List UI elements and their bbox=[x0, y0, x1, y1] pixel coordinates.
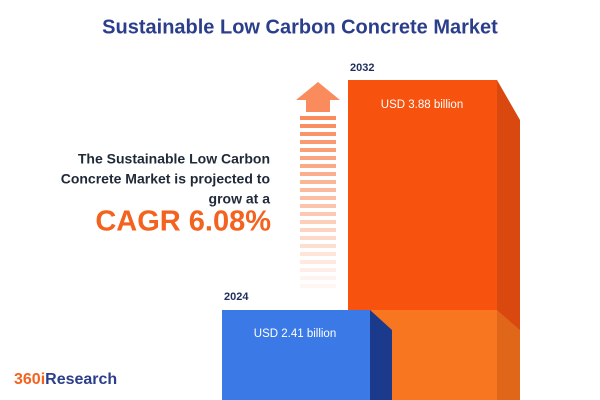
bar-label: USD 2.41 billion bbox=[254, 328, 336, 340]
arrow-stripe bbox=[300, 212, 336, 216]
description-line: grow at a bbox=[209, 191, 271, 207]
arrow-stripe bbox=[300, 188, 336, 192]
arrow-stripe bbox=[300, 204, 336, 208]
arrow-stripe bbox=[300, 180, 336, 184]
description-line: Concrete Market is projected to bbox=[61, 171, 270, 187]
arrow-stripe bbox=[300, 196, 336, 200]
arrow-stripe bbox=[300, 276, 336, 280]
arrow-stripe bbox=[300, 236, 336, 240]
arrow-stripe bbox=[300, 284, 336, 288]
arrow-stripe bbox=[300, 244, 336, 248]
title: Sustainable Low Carbon Concrete Market bbox=[102, 16, 498, 38]
bar-year: 2032 bbox=[350, 62, 374, 74]
bar-label: USD 3.88 billion bbox=[381, 99, 463, 111]
arrow-stripe bbox=[300, 164, 336, 168]
description-line: The Sustainable Low Carbon bbox=[78, 151, 270, 167]
arrow-stripe bbox=[300, 148, 336, 152]
arrow-stripe bbox=[300, 268, 336, 272]
bar-2024 bbox=[222, 310, 392, 400]
arrow-stripe bbox=[300, 124, 336, 128]
arrow-stripe bbox=[300, 172, 336, 176]
arrow-stripe bbox=[300, 260, 336, 264]
brand: 360iResearch bbox=[14, 371, 117, 388]
arrow-stripe bbox=[300, 252, 336, 256]
arrow-stripe bbox=[300, 116, 336, 120]
brand-name: Research bbox=[45, 371, 117, 388]
brand-accent: 360i bbox=[14, 371, 45, 388]
bar-year: 2024 bbox=[224, 291, 249, 303]
arrow-stripe bbox=[300, 132, 336, 136]
cagr: CAGR 6.08% bbox=[95, 206, 271, 238]
arrow-stripe bbox=[300, 156, 336, 160]
arrow-stripe bbox=[300, 140, 336, 144]
arrow-stripe bbox=[300, 228, 336, 232]
arrow-stripe bbox=[300, 220, 336, 224]
growth-arrow bbox=[296, 82, 340, 288]
